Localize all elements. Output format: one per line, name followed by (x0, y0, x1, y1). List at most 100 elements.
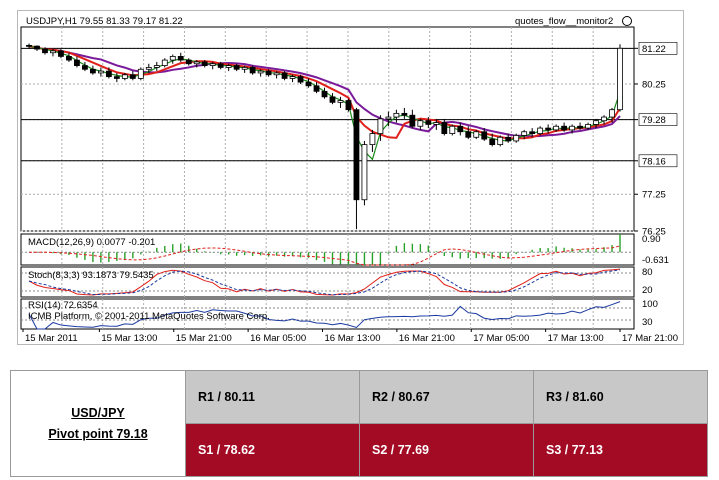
candle-body (505, 136, 512, 142)
rsi-panel (20, 298, 635, 330)
time-tick-label: 15 Mar 2011 (25, 333, 78, 344)
candle-body (473, 131, 480, 138)
candle-body (337, 100, 344, 103)
price-tick-label: 76.25 (642, 227, 666, 238)
candle-body (561, 125, 568, 131)
candle-body (617, 47, 623, 111)
stoch-d-line (28, 269, 621, 296)
candle-body (66, 56, 72, 61)
candle-body (441, 122, 448, 134)
candle-body (225, 65, 232, 68)
s2-cell: S2 / 77.69 (359, 423, 534, 477)
candle-body (241, 67, 248, 70)
candle-body (121, 74, 128, 79)
macd-panel (20, 233, 635, 266)
candle-body (42, 48, 48, 54)
candle-body (249, 67, 256, 74)
macd-label: MACD(12,26,9) 0.0077 -0.201 (28, 237, 155, 248)
pair-cell: USD/JPY Pivot point 79.18 (10, 370, 186, 477)
candle-body (153, 65, 160, 68)
candle-body (305, 81, 312, 87)
candle-body (585, 124, 591, 129)
candle-body (201, 61, 208, 66)
rsi-label: RSI(14) 72.6354 (28, 300, 98, 311)
close-icon (622, 16, 632, 26)
pivot-point-label: Pivot point 79.18 (48, 426, 148, 441)
chart-title: USDJPY,H1 79.55 81.33 79.17 81.22 (26, 16, 183, 27)
price-panel (20, 26, 635, 232)
candle-body (113, 76, 120, 79)
candle-body (393, 112, 400, 118)
candle-body (521, 131, 528, 136)
candle-body (137, 68, 144, 79)
r3-cell: R3 / 81.60 (533, 370, 708, 424)
candle-body (289, 76, 296, 79)
price-tick-label: 77.25 (642, 190, 666, 201)
candle-body (74, 59, 80, 66)
rsi-tick-label: 30 (642, 317, 653, 328)
candle-body (449, 125, 456, 134)
candle-body (497, 136, 504, 146)
candle-body (58, 50, 64, 57)
candle-body (529, 131, 536, 134)
candle-body (313, 85, 320, 92)
candle-body (377, 118, 384, 134)
time-tick-label: 16 Mar 05:00 (250, 333, 306, 344)
time-tick-label: 17 Mar 13:00 (548, 333, 604, 344)
candle-body (425, 120, 432, 125)
candle-body (553, 125, 560, 131)
candle-body (161, 59, 168, 66)
candle-body (265, 70, 272, 76)
candle-body (409, 114, 416, 127)
price-level-box (638, 42, 678, 55)
candle-body (321, 90, 328, 98)
candle-body (257, 70, 264, 74)
stoch-tick-label: 80 (642, 267, 653, 278)
time-tick-label: 17 Mar 21:00 (622, 333, 678, 344)
candle-body (145, 67, 152, 70)
candle-body (609, 109, 615, 118)
price-tick-label: 80.25 (642, 79, 666, 90)
price-tick-label: 78.16 (642, 156, 666, 167)
candle-body (169, 56, 176, 61)
candle-body (465, 131, 472, 138)
macd-tick-label: 0.90 (642, 234, 661, 245)
candle-body (177, 56, 184, 61)
candle-body (353, 109, 360, 201)
stoch-k-line (28, 268, 621, 296)
ma-fast-line (28, 45, 621, 161)
price-level-box (638, 113, 678, 126)
ma-mid-line (28, 45, 621, 140)
candle-body (233, 65, 240, 70)
stoch-panel (20, 266, 635, 298)
price-tick-label: 79.28 (642, 115, 666, 126)
candle-body (345, 100, 352, 111)
s1-cell: S1 / 78.62 (185, 423, 360, 477)
stoch-label: Stoch(8,3,3) 93.1873 79.5435 (28, 270, 154, 281)
pair-label: USD/JPY (71, 405, 125, 420)
candle-body (361, 144, 368, 201)
time-tick-label: 15 Mar 13:00 (101, 333, 157, 344)
candle-body (369, 133, 376, 146)
candle-body (34, 45, 40, 50)
rsi-line (28, 301, 621, 330)
price-chart[interactable]: 81.22 80.25 79.28 78.16 77.25 76.25 USDJPY,H1 … (17, 10, 684, 345)
candle-body (593, 120, 599, 125)
stoch-tick-label: 20 (642, 285, 653, 296)
chart-canvas[interactable]: 81.22 80.25 79.28 78.16 77.25 76.25 USDJPY,H1 … (18, 11, 683, 344)
time-tick-label: 16 Mar 21:00 (399, 333, 455, 344)
candle-body (105, 70, 112, 78)
candle-body (545, 127, 552, 131)
copyright-watermark: ICMB Platform, © 2001-2011 MetaQuotes So… (28, 311, 270, 322)
candle-body (601, 116, 607, 122)
pivot-table: USD/JPY Pivot point 79.18 R1 / 80.11 R2 … (10, 370, 708, 477)
candle-body (329, 96, 336, 103)
macd-signal-line (29, 245, 621, 266)
candle-body (97, 70, 104, 74)
time-tick-label: 17 Mar 05:00 (473, 333, 529, 344)
candle-body (209, 63, 216, 66)
candle-body (417, 120, 424, 127)
candle-body (433, 122, 440, 125)
candle-body (457, 125, 464, 133)
candle-body (513, 135, 520, 142)
